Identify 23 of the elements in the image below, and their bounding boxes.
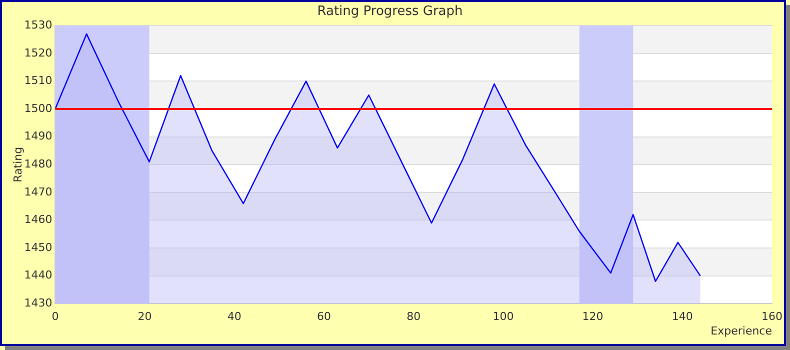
chart-title: Rating Progress Graph <box>317 4 463 20</box>
x-tick-label: 100 <box>492 310 514 324</box>
x-tick-label: 0 <box>52 310 59 324</box>
y-tick-label: 1460 <box>24 213 52 226</box>
y-tick-label: 1530 <box>24 18 52 32</box>
y-tick-label: 1450 <box>24 240 52 254</box>
y-tick-label: 1500 <box>24 102 52 115</box>
y-tick-label: 1520 <box>24 46 52 60</box>
y-tick-label: 1480 <box>24 157 52 170</box>
y-tick-label: 1430 <box>24 296 52 310</box>
x-tick-label: 80 <box>406 310 421 324</box>
x-tick-label: 160 <box>762 310 782 324</box>
x-tick-label: 60 <box>316 310 331 324</box>
y-tick-label: 1440 <box>24 268 52 282</box>
x-tick-label: 40 <box>227 310 242 324</box>
x-tick-label: 120 <box>582 310 604 324</box>
x-tick-label: 140 <box>672 310 693 324</box>
y-axis-title: Rating <box>11 146 24 182</box>
y-tick-label: 1490 <box>24 130 52 143</box>
x-axis-title: Experience <box>710 324 772 338</box>
x-tick-label: 20 <box>138 310 152 324</box>
y-tick-label: 1470 <box>24 185 52 198</box>
y-tick-label: 1510 <box>24 74 52 88</box>
